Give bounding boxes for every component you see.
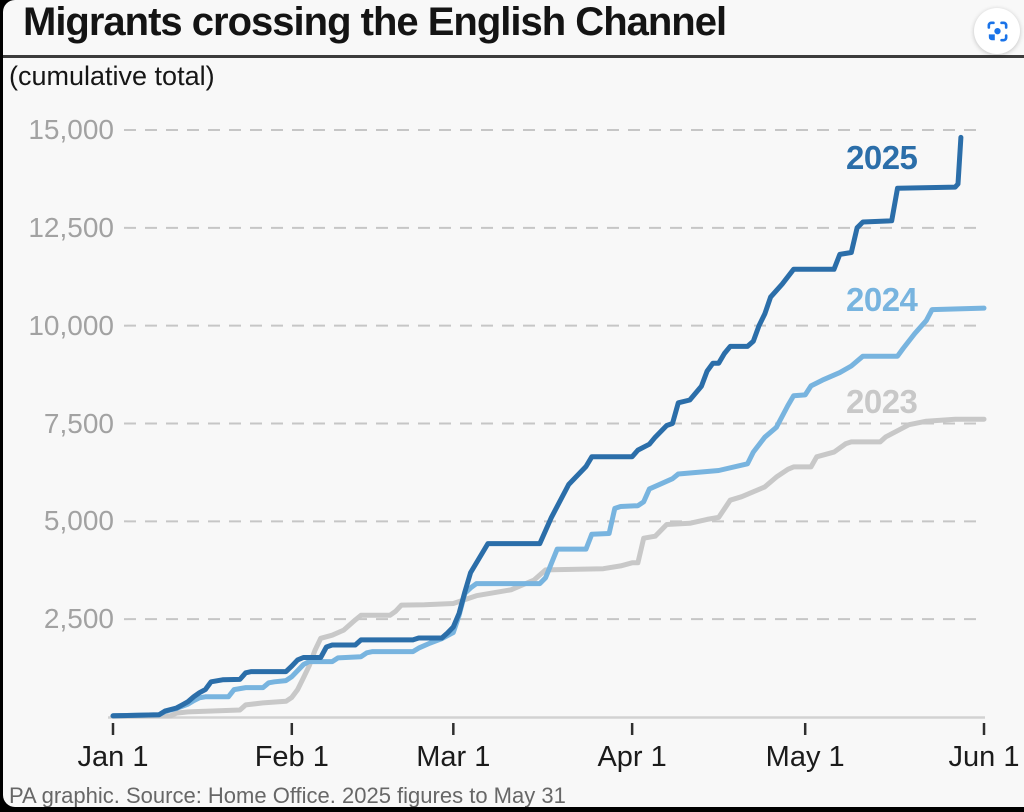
chart-card: Migrants crossing the English Channel (c… — [3, 0, 1024, 807]
x-tick-label: Apr 1 — [597, 741, 667, 773]
image-search-lens-button[interactable] — [974, 8, 1020, 54]
legend-2025: 2025 — [846, 139, 918, 176]
legend-2024: 2024 — [846, 281, 918, 318]
x-tick-label: Jun 1 — [948, 741, 1020, 773]
series-line-2023 — [110, 416, 987, 719]
title-divider — [3, 55, 1024, 58]
series-line-2024 — [110, 305, 987, 719]
chart-canvas — [108, 129, 987, 735]
x-tick-label: Feb 1 — [254, 741, 329, 773]
camera-lens-scan-icon — [987, 21, 1007, 41]
series-line-2025 — [110, 134, 964, 719]
line-chart: 15,000 12,500 10,000 7,500 5,000 2,500 Jan 1 F… — [3, 0, 1024, 807]
y-tick-label: 15,000 — [28, 114, 114, 145]
chart-subtitle: (cumulative total) — [9, 61, 215, 91]
page-title: Migrants crossing the English Channel — [23, 0, 727, 44]
y-tick-label: 12,500 — [28, 211, 114, 243]
y-tick-label: 7,500 — [43, 407, 114, 439]
y-tick-label: 5,000 — [43, 505, 114, 537]
source-note: PA graphic. Source: Home Office. 2025 fi… — [9, 783, 566, 807]
legend-2023: 2023 — [846, 383, 918, 420]
x-tick-label: May 1 — [765, 741, 845, 773]
x-tick-label: Jan 1 — [77, 741, 149, 773]
x-tick-label: Mar 1 — [416, 741, 491, 773]
y-tick-label: 2,500 — [43, 603, 114, 635]
y-tick-label: 10,000 — [28, 309, 114, 341]
